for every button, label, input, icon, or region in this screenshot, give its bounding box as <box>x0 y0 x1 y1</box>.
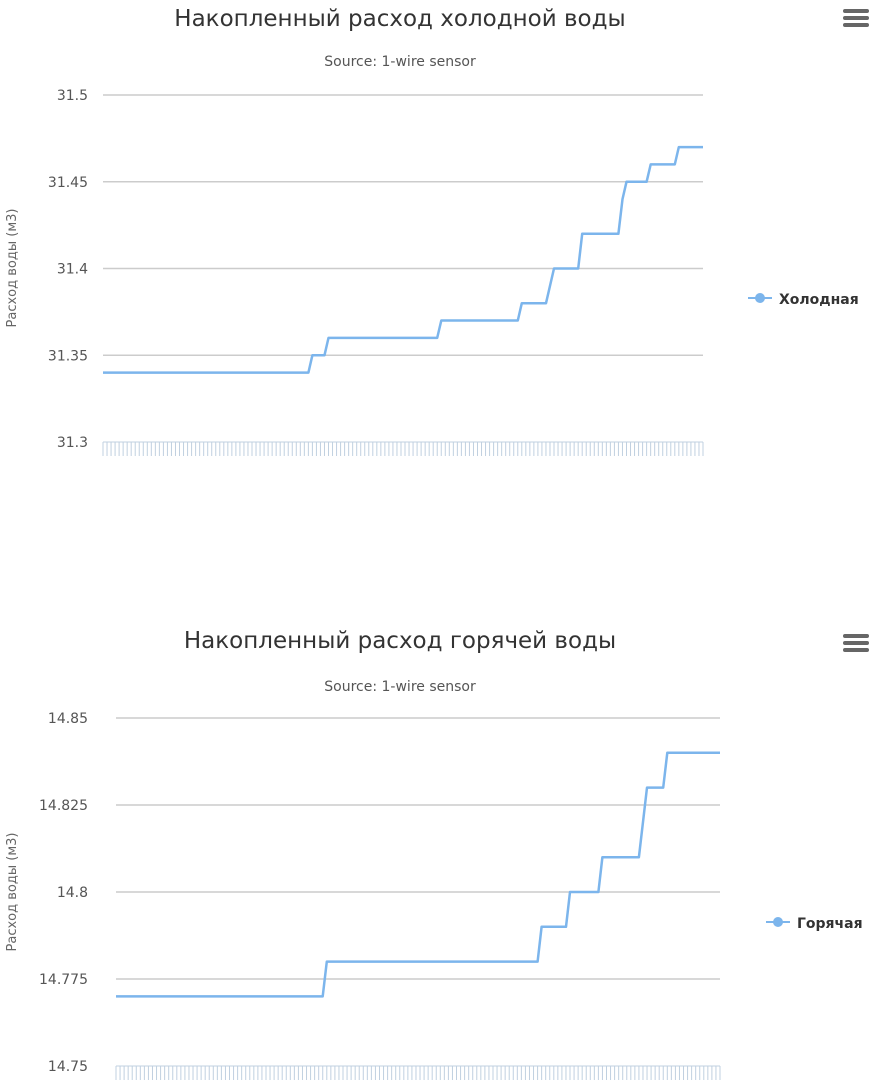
y-tick-label: 31.4 <box>57 262 88 278</box>
hamburger-menu-icon-bar <box>843 16 869 20</box>
series-line-hot[interactable] <box>116 751 720 998</box>
chart-title: Накопленный расход холодной воды <box>174 6 625 32</box>
hamburger-menu-icon-bar <box>843 641 869 645</box>
hamburger-menu-icon-bar <box>843 23 869 27</box>
x-axis-ticks <box>115 1065 721 1080</box>
y-tick-label: 14.775 <box>39 972 88 988</box>
menu-button[interactable] <box>843 9 869 27</box>
cold-water-chart: Накопленный расход холодной воды Source:… <box>5 6 869 456</box>
chart-title: Накопленный расход горячей воды <box>184 628 616 654</box>
y-tick-label: 14.85 <box>48 711 88 727</box>
legend-marker-icon <box>773 917 783 927</box>
chart-subtitle: Source: 1-wire sensor <box>324 54 476 70</box>
hamburger-menu-icon[interactable] <box>843 634 869 638</box>
y-tick-label: 31.3 <box>57 435 88 451</box>
legend-item[interactable]: Холодная <box>748 292 859 308</box>
y-tick-label: 14.8 <box>57 885 88 901</box>
y-tick-label: 14.75 <box>48 1059 88 1075</box>
y-axis-title: Расход воды (м3) <box>5 833 20 952</box>
series-line-cold[interactable] <box>103 145 703 374</box>
legend-label: Горячая <box>797 916 863 932</box>
y-tick-label: 31.5 <box>57 88 88 104</box>
y-tick-label: 31.45 <box>48 175 88 191</box>
y-axis-title: Расход воды (м3) <box>5 209 20 328</box>
y-tick-label: 31.35 <box>48 348 88 364</box>
hot-water-chart: Накопленный расход горячей воды Source: … <box>5 628 869 1080</box>
legend-marker-icon <box>755 293 765 303</box>
x-axis-ticks <box>102 441 704 456</box>
legend-label: Холодная <box>779 292 859 308</box>
chart-subtitle: Source: 1-wire sensor <box>324 679 476 695</box>
legend-item[interactable]: Горячая <box>766 916 863 932</box>
menu-button[interactable] <box>843 634 869 652</box>
hamburger-menu-icon-bar <box>843 648 869 652</box>
y-tick-label: 14.825 <box>39 798 88 814</box>
hamburger-menu-icon[interactable] <box>843 9 869 13</box>
